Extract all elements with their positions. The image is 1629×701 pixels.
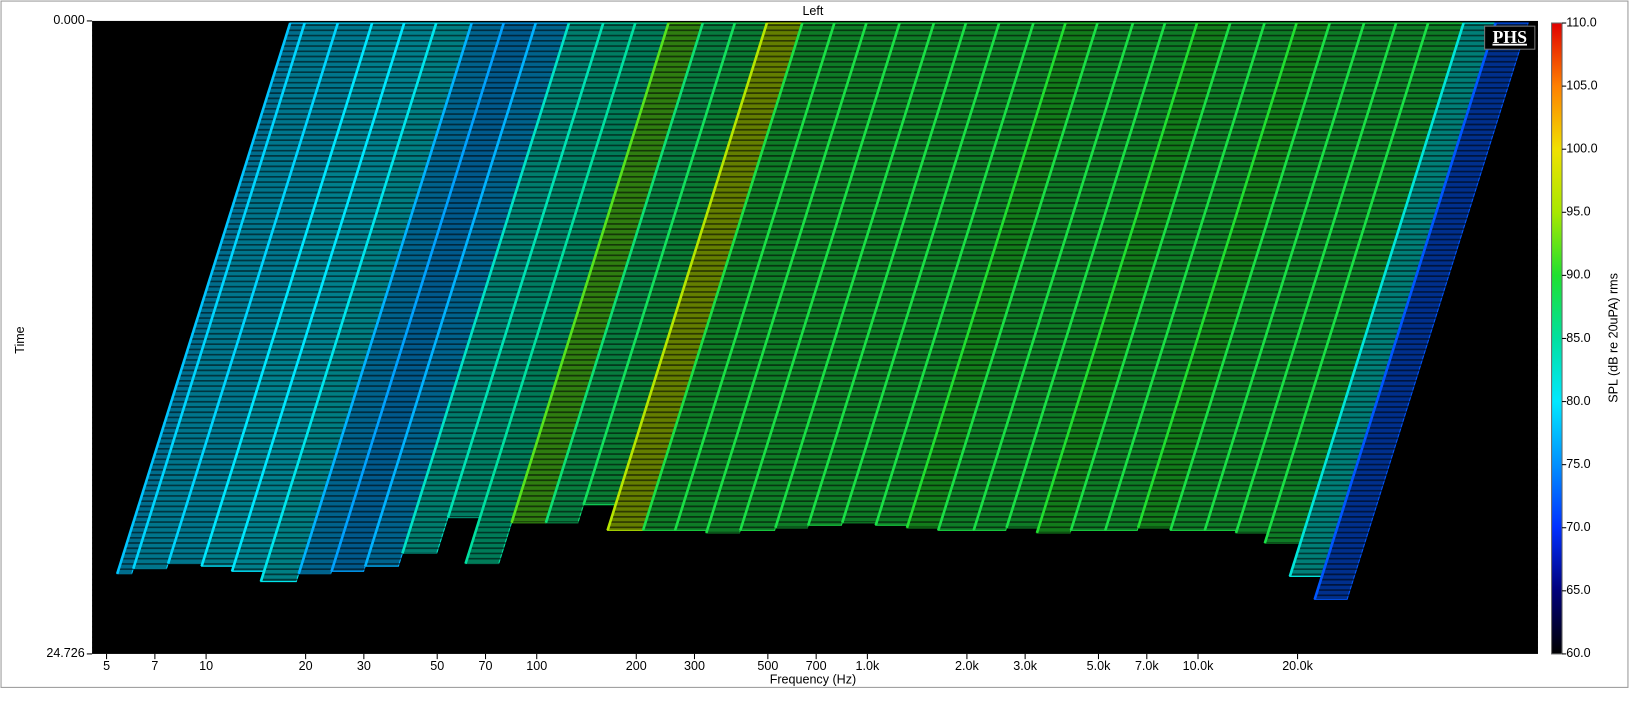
y-tick-label: 0.000 <box>53 13 84 27</box>
x-tick-label: 10.0k <box>1183 659 1214 673</box>
strip-edge <box>464 22 637 565</box>
colorbar <box>1551 22 1563 655</box>
x-tick-label: 7.0k <box>1135 659 1159 673</box>
y-axis-label: Time <box>13 326 27 353</box>
x-tick-label: 10 <box>199 659 213 673</box>
y-tick-label: 24.726 <box>46 646 84 660</box>
strip-edge <box>1263 22 1430 544</box>
strip-edge <box>230 22 406 572</box>
strip-edge <box>936 22 1099 531</box>
strip-edge <box>972 22 1135 531</box>
strip-edge <box>1203 22 1366 531</box>
colorbar-tick-label: 110.0 <box>1566 15 1596 29</box>
colorbar-tick-label: 65.0 <box>1566 583 1590 597</box>
strip-edge <box>641 22 804 531</box>
strip-edge <box>1169 22 1332 531</box>
strip-edge <box>1313 22 1497 600</box>
strip-edge <box>739 22 901 531</box>
x-tick-label: 700 <box>806 659 827 673</box>
x-tick-label: 30 <box>357 659 371 673</box>
logo-box <box>1484 25 1536 50</box>
colorbar-tick-label: 70.0 <box>1566 520 1590 534</box>
strip-edge <box>705 22 868 534</box>
x-tick-label: 300 <box>684 659 705 673</box>
x-tick-label: 3.0k <box>1013 659 1037 673</box>
strip-edge <box>401 22 571 554</box>
strip-edge <box>166 22 340 565</box>
x-tick-label: 1.0k <box>856 659 880 673</box>
strip-edge <box>132 22 306 570</box>
strip-edge <box>606 22 769 531</box>
x-tick-label: 200 <box>626 659 647 673</box>
x-tick-label: 2.0k <box>955 659 979 673</box>
x-axis-label: Frequency (Hz) <box>770 672 856 686</box>
edges <box>115 22 1497 600</box>
x-tick-label: 5.0k <box>1087 659 1111 673</box>
strip-edge <box>874 22 1035 526</box>
logo: PHS <box>1492 27 1527 47</box>
x-tick-label: 20 <box>299 659 313 673</box>
strip-edge <box>259 22 438 582</box>
x-tick-label: 70 <box>479 659 493 673</box>
strip-edge <box>905 22 1067 529</box>
strip-edge <box>774 22 936 529</box>
strip-edge <box>1035 22 1199 534</box>
strip-edge <box>673 22 836 531</box>
x-tick-label: 20.0k <box>1282 659 1313 673</box>
strip-edge <box>1005 22 1167 529</box>
x-tick-label: 7 <box>151 659 158 673</box>
strip-edge <box>363 22 538 567</box>
colorbar-tick-label: 80.0 <box>1566 394 1590 408</box>
strip-edge <box>446 22 605 518</box>
strip-edge <box>806 22 968 526</box>
strip-edge <box>1288 22 1465 577</box>
strip-edge <box>840 22 1001 524</box>
x-tick-label: 50 <box>430 659 444 673</box>
colorbar-tick-label: 60.0 <box>1566 646 1590 660</box>
x-tick-label: 500 <box>757 659 778 673</box>
strip-edge <box>200 22 374 567</box>
strip-edge <box>1136 22 1298 529</box>
strip-edge <box>1069 22 1232 531</box>
colorbar-label: SPL (dB re 20uPA) rms <box>1607 273 1621 403</box>
strip-edge <box>297 22 473 575</box>
hatch <box>92 24 1538 654</box>
colorbar-tick-label: 75.0 <box>1566 457 1590 471</box>
strip-edge <box>510 22 670 524</box>
strip-edge <box>115 22 292 575</box>
strip-edge <box>330 22 505 572</box>
colorbar-tick-label: 100.0 <box>1566 142 1597 156</box>
strip-edge <box>1103 22 1266 531</box>
strip-edge <box>582 22 737 506</box>
strip-edge <box>1234 22 1398 534</box>
chart-title: Left <box>802 4 823 18</box>
x-tick-label: 5 <box>103 659 110 673</box>
colorbar-tick-label: 90.0 <box>1566 268 1590 282</box>
x-tick-label: 100 <box>526 659 547 673</box>
colorbar-tick-label: 85.0 <box>1566 331 1590 345</box>
colorbar-tick-label: 95.0 <box>1566 205 1590 219</box>
colorbar-tick-label: 105.0 <box>1566 78 1597 92</box>
strip-edge <box>544 22 705 524</box>
